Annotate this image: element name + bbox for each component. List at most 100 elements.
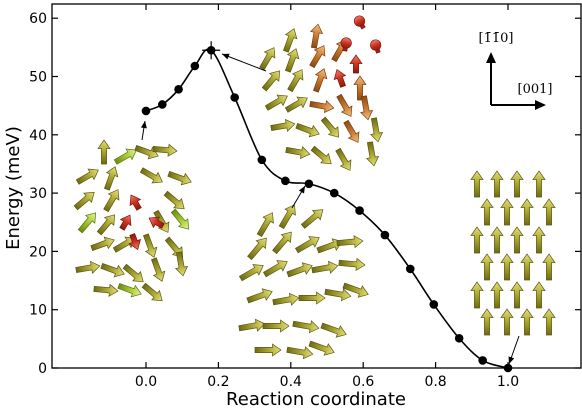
y-tick-label: 50 xyxy=(29,70,47,86)
spin-arrow-icon xyxy=(238,318,266,332)
spin-arrow-icon xyxy=(311,260,339,274)
spin-arrow-icon xyxy=(256,212,274,238)
spin-arrow-icon xyxy=(335,147,352,171)
spin-arrow-icon xyxy=(272,231,292,255)
saddle-point-marker xyxy=(202,41,221,60)
spin-arrow-icon xyxy=(310,145,332,165)
spin-arrow-icon xyxy=(500,253,514,281)
data-point xyxy=(503,363,513,373)
spin-arrow-icon xyxy=(349,54,363,74)
spin-arrow-icon xyxy=(480,308,494,336)
x-tick-label: 1.0 xyxy=(497,374,519,390)
y-tick-label: 20 xyxy=(29,244,47,260)
direction-label-up: [1̄1̄0] xyxy=(479,31,514,46)
series-line xyxy=(145,48,509,369)
spin-arrow-icon xyxy=(278,204,296,230)
spin-arrow-icon xyxy=(313,68,328,93)
up-arrow-head-icon xyxy=(486,52,496,63)
spin-up-core-icon xyxy=(370,39,382,54)
pointer-head-icon xyxy=(140,121,147,129)
spin-arrow-icon xyxy=(500,198,514,226)
spin-arrow-icon xyxy=(272,292,300,306)
y-tick-label: 60 xyxy=(29,11,47,27)
energy-curve xyxy=(145,48,509,369)
data-point xyxy=(281,176,290,186)
x-tick-label: 0.0 xyxy=(135,374,157,390)
pointer-line xyxy=(221,53,267,72)
spin-arrow-icon xyxy=(369,117,384,143)
spin-arrow-icon xyxy=(286,262,313,278)
spin-arrow-icon xyxy=(134,145,159,160)
data-point xyxy=(355,206,364,215)
spin-arrow-icon xyxy=(324,288,352,302)
spin-arrow-icon xyxy=(284,96,308,113)
inset-pointer-arrows xyxy=(140,53,520,365)
spin-arrow-icon xyxy=(100,263,125,278)
spin-arrow-icon xyxy=(73,191,95,211)
spin-arrow-icon xyxy=(75,260,101,275)
spin-arrow-icon xyxy=(342,282,369,298)
spin-arrow-icon xyxy=(96,214,116,236)
direction-label-right: [001] xyxy=(518,82,553,97)
spin-arrow-icon xyxy=(151,257,166,282)
spin-arrow-icon xyxy=(270,118,296,133)
spin-arrow-icon xyxy=(532,281,546,309)
data-point xyxy=(454,333,464,343)
spin-arrow-icon xyxy=(148,216,165,229)
spin-arrow-icon xyxy=(261,70,281,92)
spin-arrow-icon xyxy=(129,194,142,211)
spin-arrow-icon xyxy=(170,208,190,230)
spin-arrow-icon xyxy=(336,234,364,249)
spin-arrow-icon xyxy=(490,281,504,309)
spin-arrow-icon xyxy=(532,226,546,254)
x-tick-label: 0.8 xyxy=(424,374,446,390)
spin-arrow-icon xyxy=(480,198,494,226)
spin-arrow-icon xyxy=(153,209,170,233)
spin-arrow-icon xyxy=(532,170,546,198)
spin-arrow-icon xyxy=(490,170,504,198)
spin-arrow-icon xyxy=(287,69,304,93)
spin-arrow-icon xyxy=(338,257,366,272)
spin-arrow-icon xyxy=(246,288,273,304)
spin-arrow-icon xyxy=(294,236,320,254)
y-tick-label: 10 xyxy=(29,303,47,319)
spin-arrow-icon xyxy=(542,198,556,226)
spin-arrow-icon xyxy=(308,340,335,356)
spin-arrow-icon xyxy=(283,28,298,53)
spin-configuration-insets xyxy=(73,15,556,360)
data-points xyxy=(141,41,513,373)
data-point xyxy=(478,356,487,365)
spin-arrow-icon xyxy=(295,123,320,138)
spin-arrow-icon xyxy=(139,167,163,184)
spin-arrow-icon xyxy=(254,343,282,357)
spin-arrow-icon xyxy=(285,48,300,73)
spin-up-core-icon xyxy=(340,37,352,52)
data-point xyxy=(380,230,390,240)
spin-arrow-icon xyxy=(500,308,514,336)
spin-arrow-icon xyxy=(238,264,264,282)
spin-arrow-icon xyxy=(542,308,556,336)
spin-arrow-icon xyxy=(316,238,343,254)
spin-arrow-icon xyxy=(320,322,347,338)
pointer-head-icon xyxy=(298,186,305,194)
data-point xyxy=(429,300,439,309)
x-tick-label: 0.6 xyxy=(352,374,374,390)
spin-arrow-icon xyxy=(264,94,288,111)
y-tick-label: 0 xyxy=(38,361,47,377)
spin-arrow-icon xyxy=(336,93,353,117)
y-tick-label: 40 xyxy=(29,128,47,144)
spin-arrow-icon xyxy=(359,95,374,121)
spin-arrow-icon xyxy=(510,226,524,254)
x-tick-label: 0.2 xyxy=(207,374,229,390)
axes: 0 10 20 30 40 50 60 0.0 0.2 0.4 0.6 0.8 1.0 xyxy=(29,3,582,390)
spin-arrow-icon xyxy=(143,233,158,258)
spin-arrow-icon xyxy=(93,283,119,297)
spin-arrow-icon xyxy=(286,346,314,360)
spin-arrow-icon xyxy=(97,139,111,165)
spin-arrow-icon xyxy=(117,283,142,298)
spin-arrow-icon xyxy=(167,171,192,186)
data-point xyxy=(157,100,167,109)
spin-arrow-icon xyxy=(470,281,484,309)
spin-arrow-icon xyxy=(480,253,494,281)
